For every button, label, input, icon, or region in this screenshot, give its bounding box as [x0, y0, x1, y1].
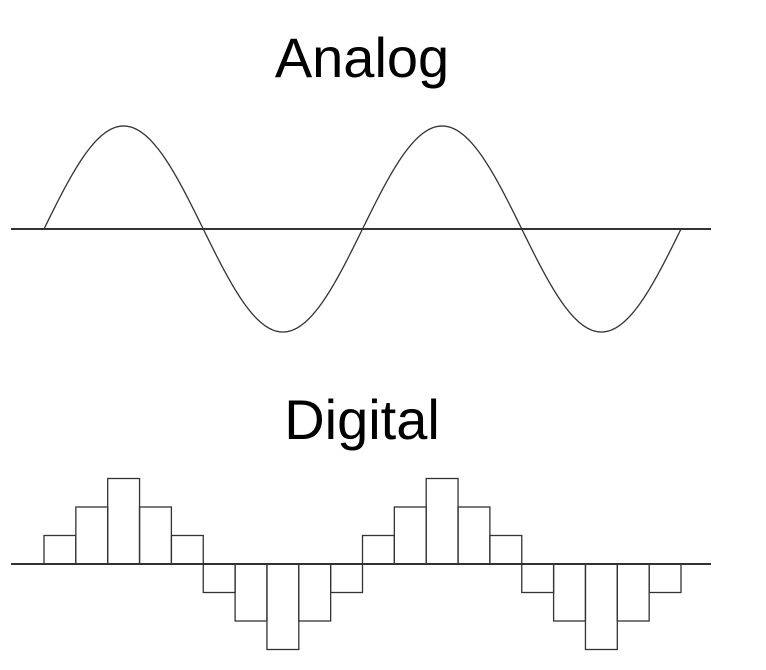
- digital-step-bar: [648, 563, 682, 594]
- digital-step-bar: [393, 506, 427, 565]
- digital-step-bar: [107, 477, 141, 565]
- digital-title: Digital: [284, 388, 440, 451]
- digital-step-bar: [234, 563, 268, 622]
- digital-step-bar: [552, 563, 587, 622]
- digital-step-bar: [521, 563, 555, 594]
- digital-step-bar: [329, 563, 364, 594]
- digital-step-bar: [584, 563, 618, 651]
- digital-step-bar: [489, 534, 523, 565]
- digital-step-bar: [43, 534, 77, 565]
- analog-sine-curve: [43, 125, 682, 333]
- analog-title: Analog: [274, 26, 450, 89]
- digital-step-bar: [170, 534, 204, 565]
- digital-step-bar: [202, 563, 236, 594]
- digital-step-bar: [298, 563, 332, 622]
- digital-step-bar: [138, 506, 173, 565]
- digital-step-bar: [266, 563, 300, 651]
- digital-step-bar: [616, 563, 650, 622]
- digital-step-bar: [75, 506, 109, 565]
- digital-step-bar: [361, 534, 396, 565]
- digital-step-bar: [425, 477, 459, 565]
- digital-step-bar: [457, 506, 491, 565]
- digital-step-bars: [43, 477, 682, 651]
